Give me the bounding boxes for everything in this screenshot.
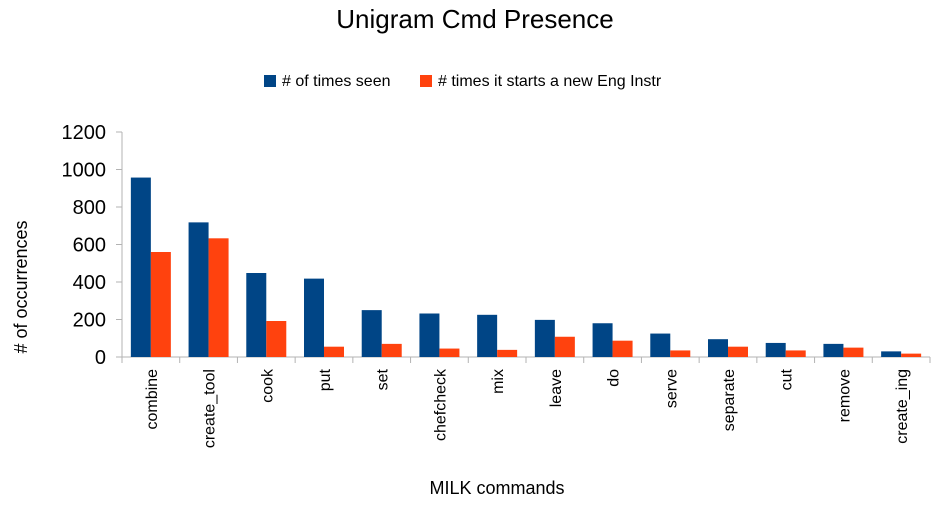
- x-tick-label: create_tool: [202, 369, 219, 448]
- x-tick-label: leave: [548, 369, 565, 407]
- bar-times-seen: [765, 342, 786, 357]
- bar-new-eng-instr: [150, 252, 171, 357]
- bar-new-eng-instr: [843, 347, 864, 357]
- legend: # of times seen # times it starts a new …: [264, 73, 662, 90]
- chart-title: Unigram Cmd Presence: [336, 4, 613, 34]
- y-axis-label: # of occurrences: [11, 220, 31, 353]
- bar-times-seen: [188, 222, 209, 357]
- x-tick-label: cook: [259, 368, 276, 403]
- bar-new-eng-instr: [554, 336, 575, 357]
- y-tick-label: 800: [73, 197, 106, 219]
- bar-times-seen: [304, 278, 324, 357]
- bar-times-seen: [419, 313, 440, 357]
- bar-times-seen: [823, 343, 844, 357]
- bar-new-eng-instr: [497, 349, 518, 357]
- legend-label-times-seen: # of times seen: [282, 73, 391, 90]
- x-axis-label: MILK commands: [429, 478, 564, 498]
- bar-new-eng-instr: [381, 343, 402, 357]
- bar-new-eng-instr: [670, 350, 691, 357]
- bar-times-seen: [361, 310, 382, 357]
- legend-label-new-eng-instr: # times it starts a new Eng Instr: [438, 73, 662, 90]
- bar-new-eng-instr: [728, 346, 748, 357]
- y-tick-label: 400: [73, 272, 106, 294]
- bar-times-seen: [130, 177, 151, 357]
- y-tick-label: 200: [73, 310, 106, 332]
- plot-area: 0 200 400 600 800 1000 1200 combine create_tool c…: [62, 122, 931, 448]
- x-tick-label: do: [606, 369, 623, 387]
- y-tick-label: 1200: [62, 122, 107, 144]
- legend-swatch-new-eng-instr: [420, 75, 432, 87]
- y-tick-label: 600: [73, 235, 106, 257]
- bar-new-eng-instr: [612, 340, 633, 357]
- x-tick-label: mix: [490, 369, 507, 394]
- bar-new-eng-instr: [785, 350, 806, 357]
- x-tick-label: serve: [663, 369, 680, 408]
- bar-times-seen: [246, 273, 267, 357]
- bar-times-seen: [650, 333, 671, 357]
- legend-swatch-times-seen: [264, 75, 276, 87]
- x-tick-label: chefcheck: [432, 368, 449, 441]
- x-tick-label: combine: [144, 369, 161, 430]
- x-tick-label: cut: [779, 368, 796, 390]
- y-tick-label: 1000: [62, 160, 107, 182]
- bar-new-eng-instr: [439, 348, 460, 357]
- bar-times-seen: [708, 339, 728, 357]
- y-tick-label: 0: [95, 347, 106, 369]
- x-tick-label: create_ing: [894, 369, 911, 444]
- x-tick-label: set: [375, 368, 392, 390]
- bar-new-eng-instr: [901, 353, 922, 357]
- bar-times-seen: [881, 351, 902, 357]
- x-tick-label: separate: [721, 369, 738, 431]
- bar-times-seen: [592, 323, 613, 357]
- bar-new-eng-instr: [324, 346, 344, 357]
- x-tick-label: put: [317, 368, 334, 391]
- x-tick-label: remove: [836, 369, 853, 422]
- bar-times-seen: [477, 314, 498, 357]
- bar-times-seen: [534, 319, 555, 357]
- bar-new-eng-instr: [266, 321, 287, 357]
- bar-new-eng-instr: [208, 238, 229, 357]
